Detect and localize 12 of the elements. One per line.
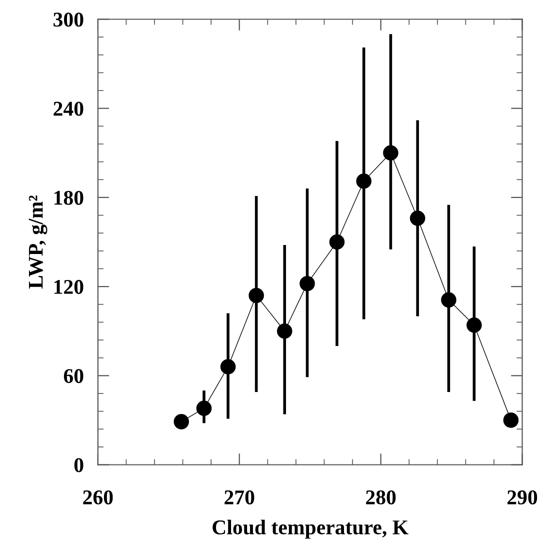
y-axis-title: LWP, g/m²: [28, 196, 48, 289]
y-tick-label: 120: [54, 280, 84, 294]
x-axis-title: Cloud temperature, K: [212, 520, 408, 539]
x-tick-label: 270: [224, 490, 254, 504]
y-tick-label: 0: [74, 458, 84, 472]
x-tick-label: 260: [83, 490, 113, 504]
y-tick-label: 180: [54, 190, 84, 205]
x-tick-label: 280: [366, 490, 396, 504]
y-tick-label: 300: [54, 12, 84, 27]
y-tick-label: 240: [54, 102, 84, 116]
x-tick-label: 290: [507, 490, 538, 504]
y-tick-label: 60: [64, 369, 84, 384]
